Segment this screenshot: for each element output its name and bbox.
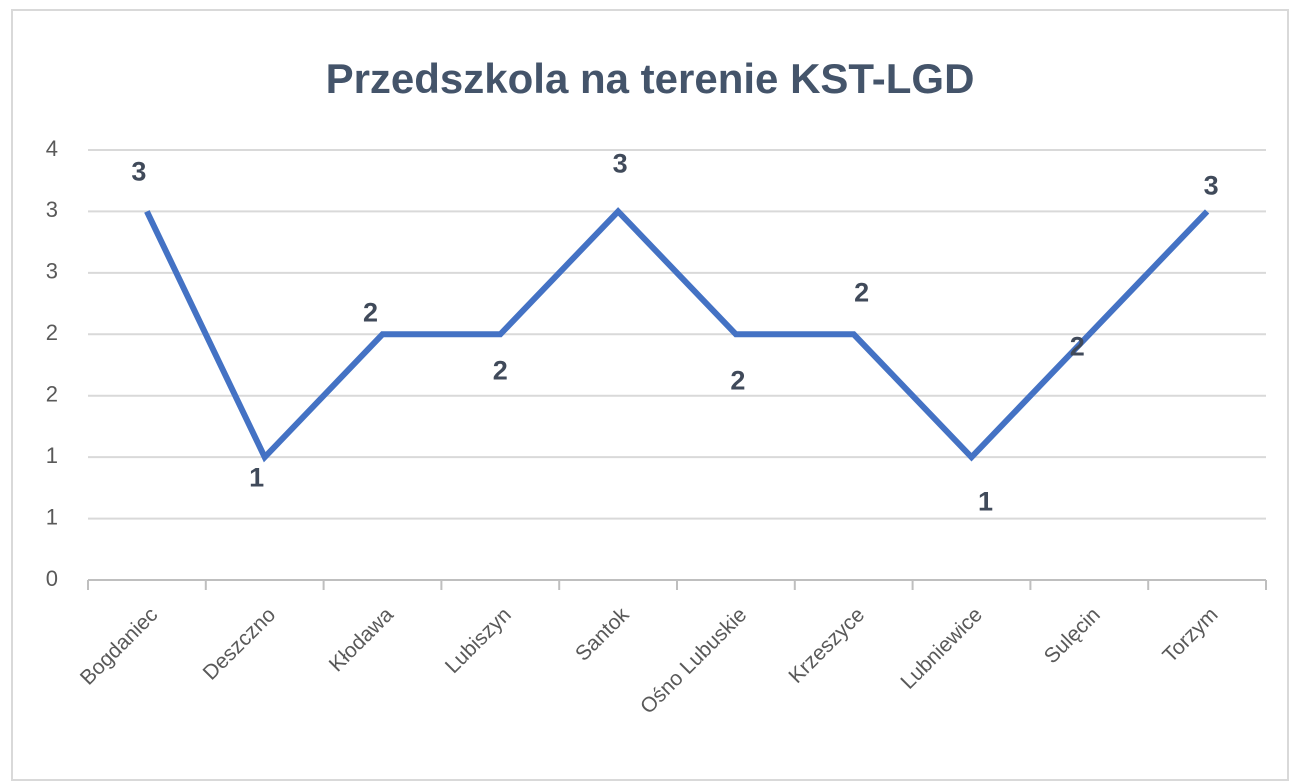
data-label: 1 [978,486,993,516]
y-tick-label: 2 [46,382,58,407]
data-label: 2 [493,355,508,385]
data-label: 2 [854,277,869,307]
y-tick-label: 0 [46,566,58,591]
y-tick-label: 4 [46,136,58,161]
data-label: 2 [730,365,745,395]
data-label: 3 [1204,171,1219,201]
data-line [144,207,1210,463]
data-label: 2 [1070,331,1085,361]
data-label: 3 [613,149,628,179]
data-label: 3 [131,157,146,187]
chart-title: Przedszkola na terenie KST-LGD [326,55,975,102]
y-tick-label: 2 [46,320,58,345]
y-tick-label: 1 [46,443,58,468]
y-tick-label: 3 [46,259,58,284]
data-label: 1 [249,462,264,492]
y-tick-label: 1 [46,504,58,529]
data-label: 2 [363,297,378,327]
y-tick-label: 3 [46,197,58,222]
